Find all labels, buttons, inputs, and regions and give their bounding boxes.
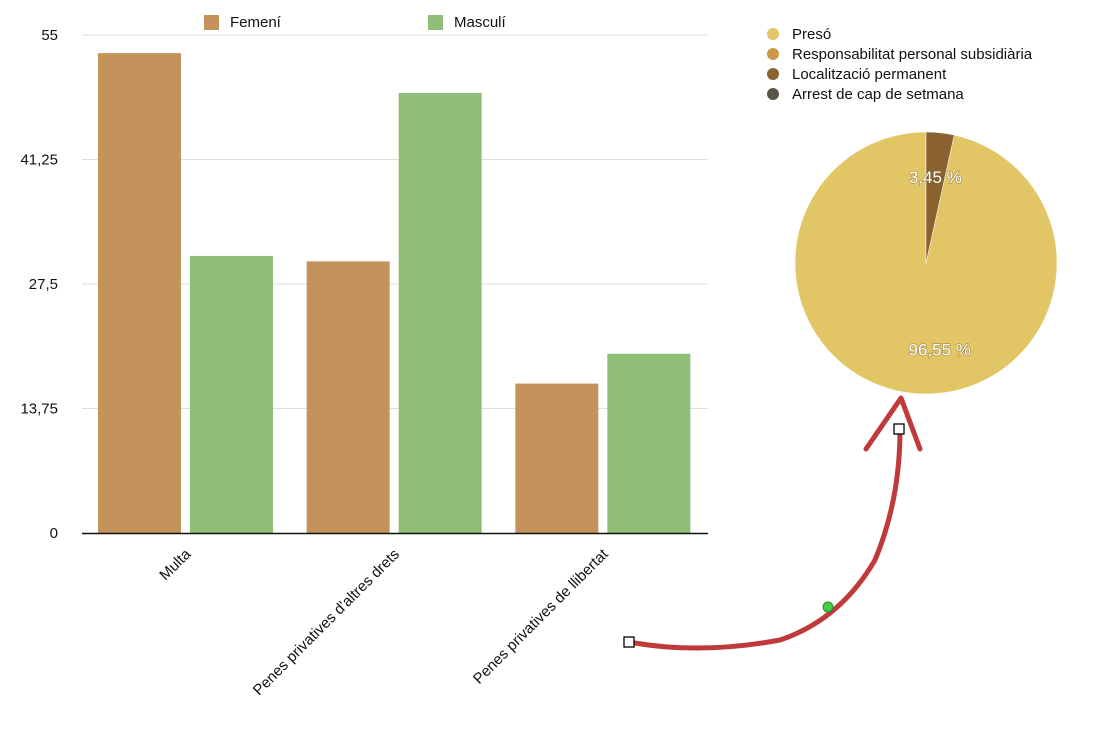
pie-data-labels: 96,55 % 3,45 % <box>908 167 972 360</box>
x-tick-label: Penes privatives de llibertat <box>470 545 612 687</box>
bar-masculi-multa <box>190 255 273 533</box>
arrow-curve[interactable] <box>626 427 903 651</box>
legend-label-femeni: Femení <box>230 14 282 31</box>
pie-legend: Presó Responsabilitat personal subsidiàr… <box>767 26 1033 103</box>
pie-chart: Presó Responsabilitat personal subsidiàr… <box>767 26 1058 395</box>
bar-masculi-penes-privatives-de-llibertat <box>607 353 691 533</box>
bar-x-axis: Multa Penes privatives d'altres drets Pene… <box>156 545 612 699</box>
pie-data-label-localitzacio: 3,45 % <box>909 168 962 187</box>
x-tick-label: Multa <box>156 545 194 583</box>
legend-label-masculi: Masculí <box>454 14 507 31</box>
legend-dot-preso <box>767 28 779 40</box>
pie-data-label-preso: 96,55 % <box>909 341 971 360</box>
y-tick-label: 41,25 <box>20 152 58 169</box>
arrow-end-handle[interactable] <box>893 423 905 435</box>
pie-slices <box>794 131 1058 395</box>
y-tick-label: 13,75 <box>20 401 58 418</box>
bar-femeni-multa <box>98 53 181 533</box>
legend-swatch-masculi <box>428 15 443 30</box>
bar-chart: 0 13,75 27,5 41,25 55 Multa Penes privatives … <box>20 14 708 699</box>
legend-dot-localitzacio <box>767 68 779 80</box>
bar-femeni-penes-privatives-d-altres-drets <box>306 261 390 533</box>
bar-legend: Femení Masculí <box>204 14 507 31</box>
arrow-head[interactable] <box>863 395 923 452</box>
legend-label-preso: Presó <box>792 26 831 43</box>
arrow-control-handle[interactable] <box>822 601 834 613</box>
bar-masculi-penes-privatives-d-altres-drets <box>398 92 482 533</box>
arrow-start-handle[interactable] <box>623 636 635 648</box>
legend-label-localitzacio: Localització permanent <box>792 66 947 83</box>
bar-series <box>98 53 691 533</box>
bar-gridlines <box>82 34 708 409</box>
legend-dot-responsabilitat <box>767 48 779 60</box>
legend-swatch-femeni <box>204 15 219 30</box>
y-tick-label: 55 <box>41 27 58 44</box>
legend-label-responsabilitat: Responsabilitat personal subsidiària <box>792 46 1033 63</box>
pie-slice-localitzacio-permanent <box>925 131 955 264</box>
annotation-arrow[interactable] <box>623 395 923 651</box>
legend-label-arrest: Arrest de cap de setmana <box>792 86 964 103</box>
bar-femeni-penes-privatives-de-llibertat <box>515 383 599 533</box>
x-tick-label: Penes privatives d'altres drets <box>250 546 403 699</box>
y-tick-label: 27,5 <box>29 276 58 293</box>
bar-y-axis: 0 13,75 27,5 41,25 55 <box>20 27 58 542</box>
legend-dot-arrest <box>767 88 779 100</box>
y-tick-label: 0 <box>50 525 58 542</box>
